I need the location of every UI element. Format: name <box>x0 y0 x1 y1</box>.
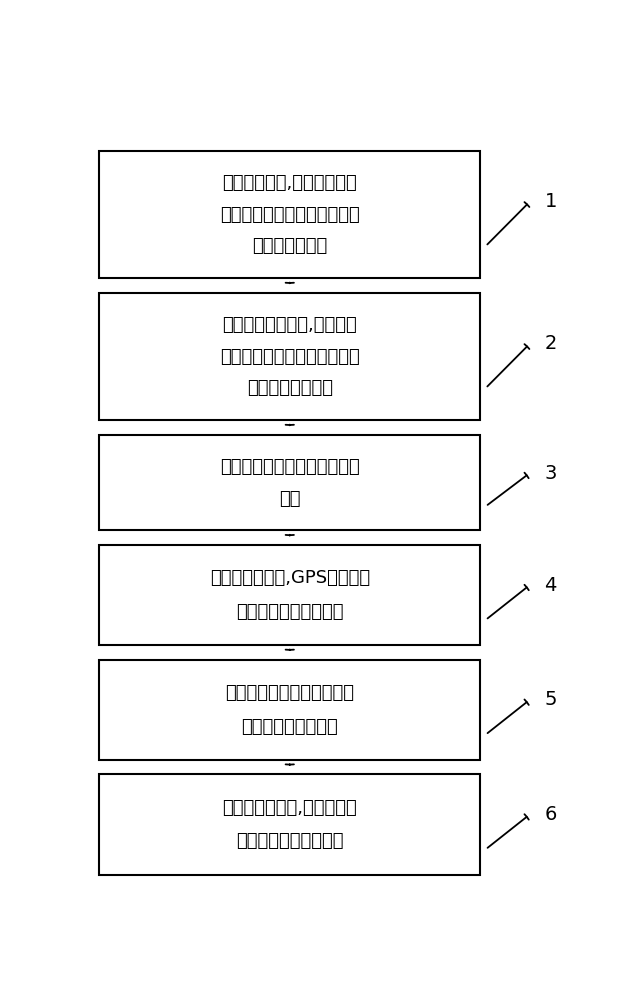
Text: 数字化移交模块,将电子化外: 数字化移交模块,将电子化外 <box>222 799 357 817</box>
Text: 5: 5 <box>544 690 557 709</box>
Bar <box>99 660 481 760</box>
Text: 数据外业化模块,GPS设备进行: 数据外业化模块,GPS设备进行 <box>210 569 370 587</box>
Text: 离、力学和电气校验: 离、力学和电气校验 <box>241 718 338 736</box>
Text: 踏勘路线轨迹模块,利用系统: 踏勘路线轨迹模块,利用系统 <box>222 316 357 334</box>
Bar <box>99 151 481 278</box>
Text: 2: 2 <box>544 334 557 353</box>
Text: 杆塔移位模块，用于现场杆塔: 杆塔移位模块，用于现场杆塔 <box>220 458 359 476</box>
Bar <box>99 545 481 645</box>
Text: 4: 4 <box>544 576 557 595</box>
Text: 道路导航模块,利用网络公共: 道路导航模块,利用网络公共 <box>222 174 357 192</box>
Text: 1: 1 <box>544 192 557 211</box>
Text: 3: 3 <box>544 464 557 483</box>
Text: 移位: 移位 <box>279 490 300 508</box>
Text: 勘轨迹和现场信息: 勘轨迹和现场信息 <box>247 379 333 397</box>
Bar <box>99 774 481 875</box>
Text: 业成果进行数字化移交: 业成果进行数字化移交 <box>236 832 344 850</box>
Text: 通信实现杆塔精确定位: 通信实现杆塔精确定位 <box>236 603 344 621</box>
Text: 资源和高精度航飞影响，实现: 资源和高精度航飞影响，实现 <box>220 206 359 224</box>
Bar <box>99 435 481 530</box>
Text: 校验模块，现场进行交跨距: 校验模块，现场进行交跨距 <box>225 684 354 702</box>
Text: 6: 6 <box>544 805 557 824</box>
Text: 内置的导航和拍照功能记录踏: 内置的导航和拍照功能记录踏 <box>220 348 359 366</box>
Text: 道路和塔位导航: 道路和塔位导航 <box>252 237 328 255</box>
Bar <box>99 293 481 420</box>
